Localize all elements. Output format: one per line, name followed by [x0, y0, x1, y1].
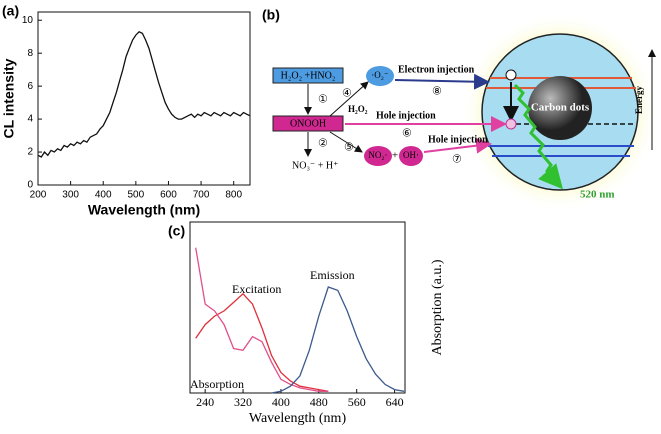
- emission-arrow: [513, 83, 563, 190]
- x-axis-label: Wavelength (nm): [88, 202, 200, 218]
- bubble: [366, 66, 394, 86]
- series-label: Absorption: [190, 377, 244, 391]
- y-tick-label: 0: [27, 180, 33, 191]
- x-tick-label: 800: [225, 190, 242, 201]
- arrow: [329, 131, 363, 153]
- hole: [505, 118, 517, 130]
- step: ⑤: [344, 142, 354, 154]
- product: NO₃⁻ + H⁺: [292, 160, 338, 171]
- bubble: [399, 146, 423, 166]
- y-tick-label: 10: [22, 15, 34, 26]
- x-tick-label: 560: [348, 395, 366, 409]
- superoxide: ·O₂⁻: [371, 70, 389, 80]
- step: ②: [318, 138, 328, 150]
- y-tick-label: 8: [27, 48, 33, 59]
- x-tick-label: 300: [62, 190, 79, 201]
- x-axis-label: Wavelength (nm): [249, 411, 347, 426]
- x-tick-label: 500: [128, 190, 145, 201]
- plot-frame: [189, 221, 406, 394]
- no2: NO₂·: [368, 150, 387, 160]
- data-line: [271, 286, 405, 394]
- y-tick-label: 2: [27, 147, 33, 158]
- diagram: (b) Carbon dots 520 nm Energy H₂O₂ +HNO₂…: [262, 7, 660, 212]
- series-label: Emission: [310, 268, 355, 282]
- plot-frame: [37, 11, 251, 186]
- x-tick-label: 480: [310, 395, 328, 409]
- hole-injection: Hole injection: [376, 110, 436, 121]
- y-tick-label: 4: [27, 114, 33, 125]
- y-axis-label: Absorption (a.u.): [430, 259, 445, 355]
- intermediate: ONOOH: [290, 118, 326, 129]
- x-tick-label: 700: [193, 190, 210, 201]
- reactant: H₂O₂ +HNO₂: [281, 70, 336, 81]
- x-tick-label: 200: [30, 190, 47, 201]
- panel-label: (b): [262, 7, 280, 23]
- step: ⑧: [432, 86, 442, 98]
- oh: OH·: [403, 150, 419, 160]
- x-tick-label: 640: [386, 395, 404, 409]
- carbon-dots-label: Carbon dots: [531, 102, 590, 114]
- electron-injection: Electron injection: [398, 64, 475, 75]
- x-tick-label: 400: [272, 395, 290, 409]
- x-tick-label: 320: [234, 395, 252, 409]
- x-tick-label: 600: [160, 190, 177, 201]
- step: ⑦: [452, 154, 462, 166]
- data-line: [37, 31, 251, 158]
- arrow: [329, 81, 369, 117]
- h2o2: H₂O₂: [348, 104, 368, 114]
- step: ①: [318, 94, 328, 106]
- x-tick-label: 400: [95, 190, 112, 201]
- panel-label: (a): [2, 3, 19, 19]
- plus: +: [392, 150, 398, 162]
- step: ④: [342, 88, 352, 100]
- step: ⑥: [402, 128, 412, 140]
- series-label: Excitation: [232, 282, 281, 296]
- emission-label: 520 nm: [580, 189, 615, 201]
- energy-label: Energy: [634, 86, 644, 114]
- electron: [505, 69, 517, 81]
- bubble: [364, 146, 392, 166]
- arrow: [394, 73, 490, 90]
- y-tick-label: 6: [27, 81, 33, 92]
- arrow: [423, 137, 492, 154]
- x-tick-label: 240: [196, 395, 214, 409]
- data-line: [195, 247, 329, 392]
- panel-label: (c): [168, 223, 185, 239]
- carbon-dot: [528, 76, 592, 140]
- y-axis-label: CL intensity: [1, 58, 17, 138]
- hole-injection: Hole injection: [428, 134, 488, 145]
- box: [272, 115, 344, 132]
- box: [272, 67, 344, 84]
